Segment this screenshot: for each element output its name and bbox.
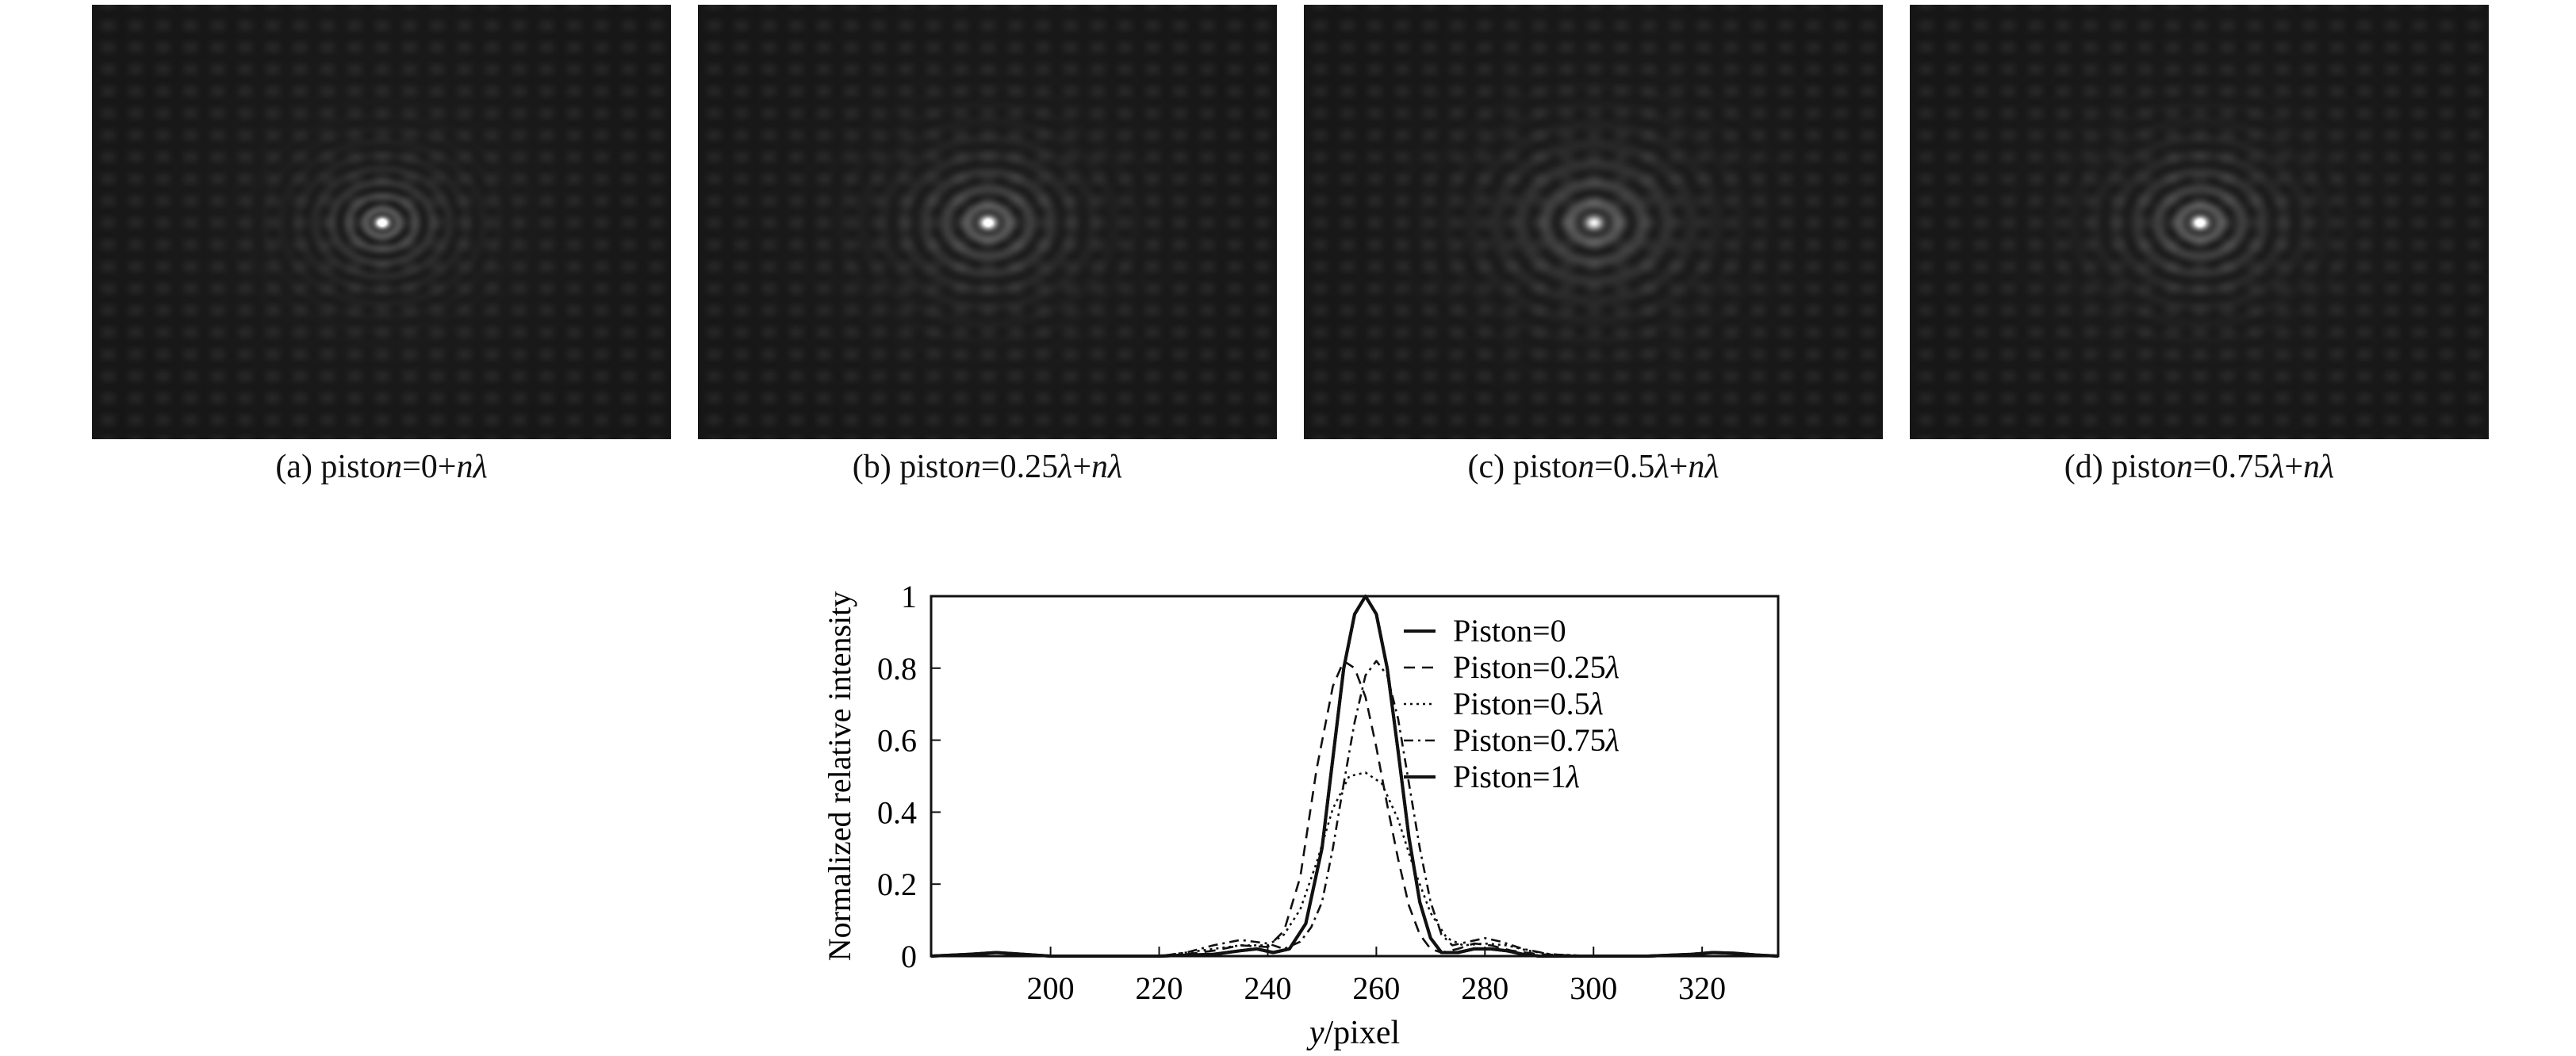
- x-tick-label: 200: [1027, 970, 1075, 1006]
- legend-label-1: Piston=0: [1453, 613, 1566, 649]
- plot-frame: [930, 595, 1780, 958]
- x-tick-label: 320: [1678, 970, 1726, 1006]
- legend-label-2: Piston=0.25λ: [1453, 649, 1620, 685]
- psf-image-c: [1304, 5, 1883, 439]
- y-tick-label: 0.2: [877, 867, 917, 902]
- y-axis-label: Normalized relative intensity: [822, 591, 857, 962]
- y-tick-label: 0.4: [877, 794, 917, 830]
- x-tick-label: 220: [1136, 970, 1183, 1006]
- legend-label-3: Piston=0.5λ: [1453, 686, 1604, 721]
- caption-d: (d) piston=0.75λ+nλ: [2064, 449, 2335, 485]
- y-tick-label: 0.8: [877, 651, 917, 687]
- psf-image-b: [698, 5, 1277, 439]
- caption-b: (b) piston=0.25λ+nλ: [852, 449, 1123, 485]
- series-line-2: [931, 660, 1778, 958]
- series-line-1: [930, 595, 1779, 958]
- x-tick-label: 300: [1570, 970, 1617, 1006]
- y-tick-label: 1: [901, 579, 917, 614]
- series-line-5: [930, 595, 1779, 958]
- intensity-line-chart: 200 220 240 260 280 300 320 0 0.2 0.4 0.6 0.8 1 Pist…: [822, 579, 1780, 1051]
- x-axis-label: y/pixel: [1306, 1015, 1400, 1051]
- series-line-3: [931, 771, 1778, 958]
- series-line-4: [931, 660, 1778, 958]
- psf-image-d: [1910, 5, 2489, 439]
- legend-label-5: Piston=1λ: [1453, 759, 1580, 794]
- y-tick-label: 0.6: [877, 723, 917, 759]
- caption-a: (a) piston=0+nλ: [275, 449, 488, 485]
- x-tick-label: 280: [1461, 970, 1508, 1006]
- caption-c: (c) piston=0.5λ+nλ: [1467, 449, 1719, 485]
- x-tick-label: 240: [1244, 970, 1291, 1006]
- psf-image-a: [92, 5, 671, 439]
- y-tick-label: 0: [901, 939, 917, 974]
- legend-label-4: Piston=0.75λ: [1453, 722, 1620, 758]
- x-tick-label: 260: [1352, 970, 1400, 1006]
